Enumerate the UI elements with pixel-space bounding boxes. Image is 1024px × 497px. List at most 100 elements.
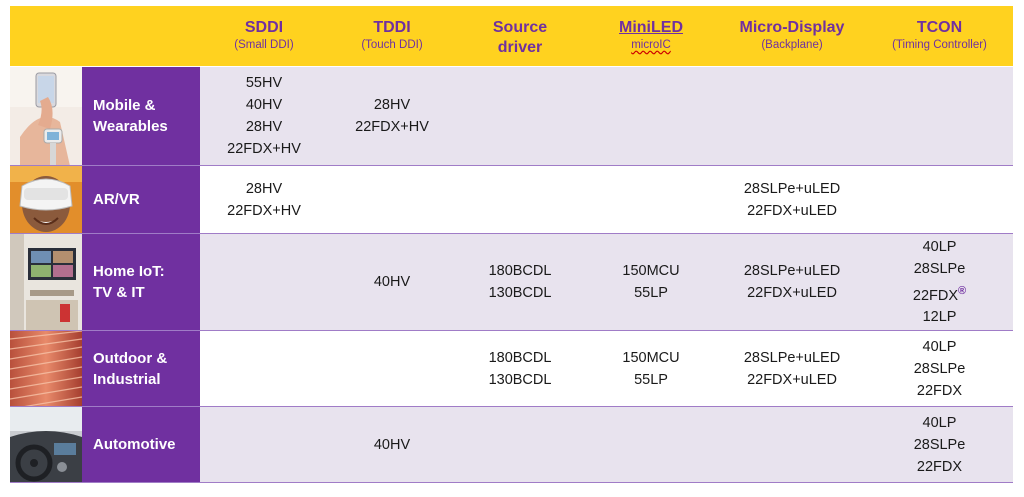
cell-value: 22FDX+HV [227,202,301,219]
cell-value: 55LP [634,371,668,388]
smartwatch-phone-icon [10,67,82,165]
cell-value: 28SLPe [913,436,966,453]
cell-value: 130BCDL [488,285,552,301]
cell-value: 22FDX+HV [227,141,301,157]
cell-value: 22FDX+HV [355,119,429,135]
cell-value: 28SLPe+uLED [743,180,841,197]
cell-value: 40LP [922,238,957,255]
header-subtitle: (Touch DDI) [361,39,423,51]
cell-sddi [200,407,328,482]
header-title: TDDI [373,19,411,36]
cell-value: 180BCDL [488,349,552,366]
car-dashboard-icon [10,407,82,482]
cell-value: 55LP [634,285,668,301]
cell-value: 28SLPe [913,260,966,277]
cell-value: 22FDX [916,382,963,399]
cell-sddi: 28HV 22FDX+HV [200,166,328,233]
cell-source-driver [456,407,584,482]
cell-tcon [866,166,1013,233]
cell-value: 40HV [373,274,411,290]
cell-value: 28HV [245,119,283,135]
row-label: AR/VR [82,166,200,233]
cell-value: 150MCU [622,263,680,279]
cell-value: 28SLPe+uLED [743,263,841,279]
row-label: Automotive [82,407,200,482]
cell-value: 22FDX+uLED [747,285,837,301]
cell-miniled [584,67,718,165]
home-tv-photo [10,234,82,330]
cell-value: 22FDX® [912,284,967,304]
cell-miniled: 150MCU 55LP [584,234,718,330]
cell-value: 22FDX+uLED [747,202,837,219]
header-subtitle: (Timing Controller) [892,39,987,51]
cell-value: 12LP [922,309,957,326]
cell-value: 180BCDL [488,263,552,279]
row-label: Outdoor & Industrial [82,331,200,406]
header-title: TCON [916,19,963,36]
cell-micro-display: 28SLPe+uLED 22FDX+uLED [718,234,866,330]
cell-miniled: 150MCU 55LP [584,331,718,406]
cell-source-driver [456,166,584,233]
cell-tddi: 40HV [328,407,456,482]
table-row: Mobile & Wearables 55HV 40HV 28HV 22FDX+HV 28H… [10,67,1013,166]
cell-tddi: 28HV 22FDX+HV [328,67,456,165]
header-subtitle: (Small DDI) [234,39,294,51]
cell-value: 40HV [373,436,411,453]
cell-source-driver: 180BCDL 130BCDL [456,331,584,406]
outdoor-display-photo [10,331,82,406]
cell-tcon [866,67,1013,165]
cell-value: 28SLPe [913,360,966,377]
cell-value: 22FDX [916,458,963,475]
table-row: Automotive 40HV 40LP 28SLPe 22FDX [10,407,1013,483]
cell-sddi [200,234,328,330]
header-tcon: TCON (Timing Controller) [866,6,1013,66]
header-title: Source driver [492,19,548,56]
header-micro-display: Micro-Display (Backplane) [718,6,866,66]
header-source-driver: Source driver [456,6,584,66]
cell-value: 28HV [245,180,283,197]
cell-value: 150MCU [622,349,680,366]
cell-miniled [584,407,718,482]
cell-value: 22FDX+uLED [747,371,837,388]
cell-tcon: 40LP 28SLPe 22FDX® 12LP [866,234,1013,330]
cell-value: 28HV [373,97,411,113]
header-subtitle: microIC [631,39,671,51]
header-tddi: TDDI (Touch DDI) [328,6,456,66]
vr-headset-icon [10,166,82,233]
cell-sddi [200,331,328,406]
cell-tcon: 40LP 28SLPe 22FDX [866,407,1013,482]
header-subtitle: (Backplane) [761,39,823,51]
car-dashboard-photo [10,407,82,482]
cell-micro-display: 28SLPe+uLED 22FDX+uLED [718,166,866,233]
cell-tddi [328,331,456,406]
cell-micro-display: 28SLPe+uLED 22FDX+uLED [718,331,866,406]
cell-tcon: 40LP 28SLPe 22FDX [866,331,1013,406]
cell-value: 40LP [922,414,957,431]
header-title: SDDI [244,19,284,36]
cell-sddi: 55HV 40HV 28HV 22FDX+HV [200,67,328,165]
row-label: Mobile & Wearables [82,67,200,165]
cell-source-driver: 180BCDL 130BCDL [456,234,584,330]
header-miniled: MiniLED microIC [584,6,718,66]
table-row: AR/VR 28HV 22FDX+HV 28SLPe+uLED 22FDX+uLED [10,166,1013,234]
cell-value: 40HV [245,97,283,113]
table-row: Outdoor & Industrial 180BCDL 130BCDL 150MCU 5… [10,331,1013,407]
cell-miniled [584,166,718,233]
table-header: SDDI (Small DDI) TDDI (Touch DDI) Source… [10,6,1013,66]
row-label: Home IoT: TV & IT [82,234,200,330]
header-title: MiniLED [619,19,683,36]
cell-tddi [328,166,456,233]
cell-source-driver [456,67,584,165]
cell-value: 130BCDL [488,371,552,388]
header-sddi: SDDI (Small DDI) [200,6,328,66]
registered-mark: ® [958,284,967,297]
smartwatch-phone-photo [10,67,82,165]
cell-micro-display [718,67,866,165]
cell-micro-display [718,407,866,482]
home-tv-icon [10,234,82,330]
header-title: Micro-Display [739,19,845,36]
cell-value: 28SLPe+uLED [743,349,841,366]
cell-tddi: 40HV [328,234,456,330]
table-row: Home IoT: TV & IT 40HV 180BCDL 130BCDL 150MCU… [10,234,1013,331]
led-panel-icon [10,331,82,406]
